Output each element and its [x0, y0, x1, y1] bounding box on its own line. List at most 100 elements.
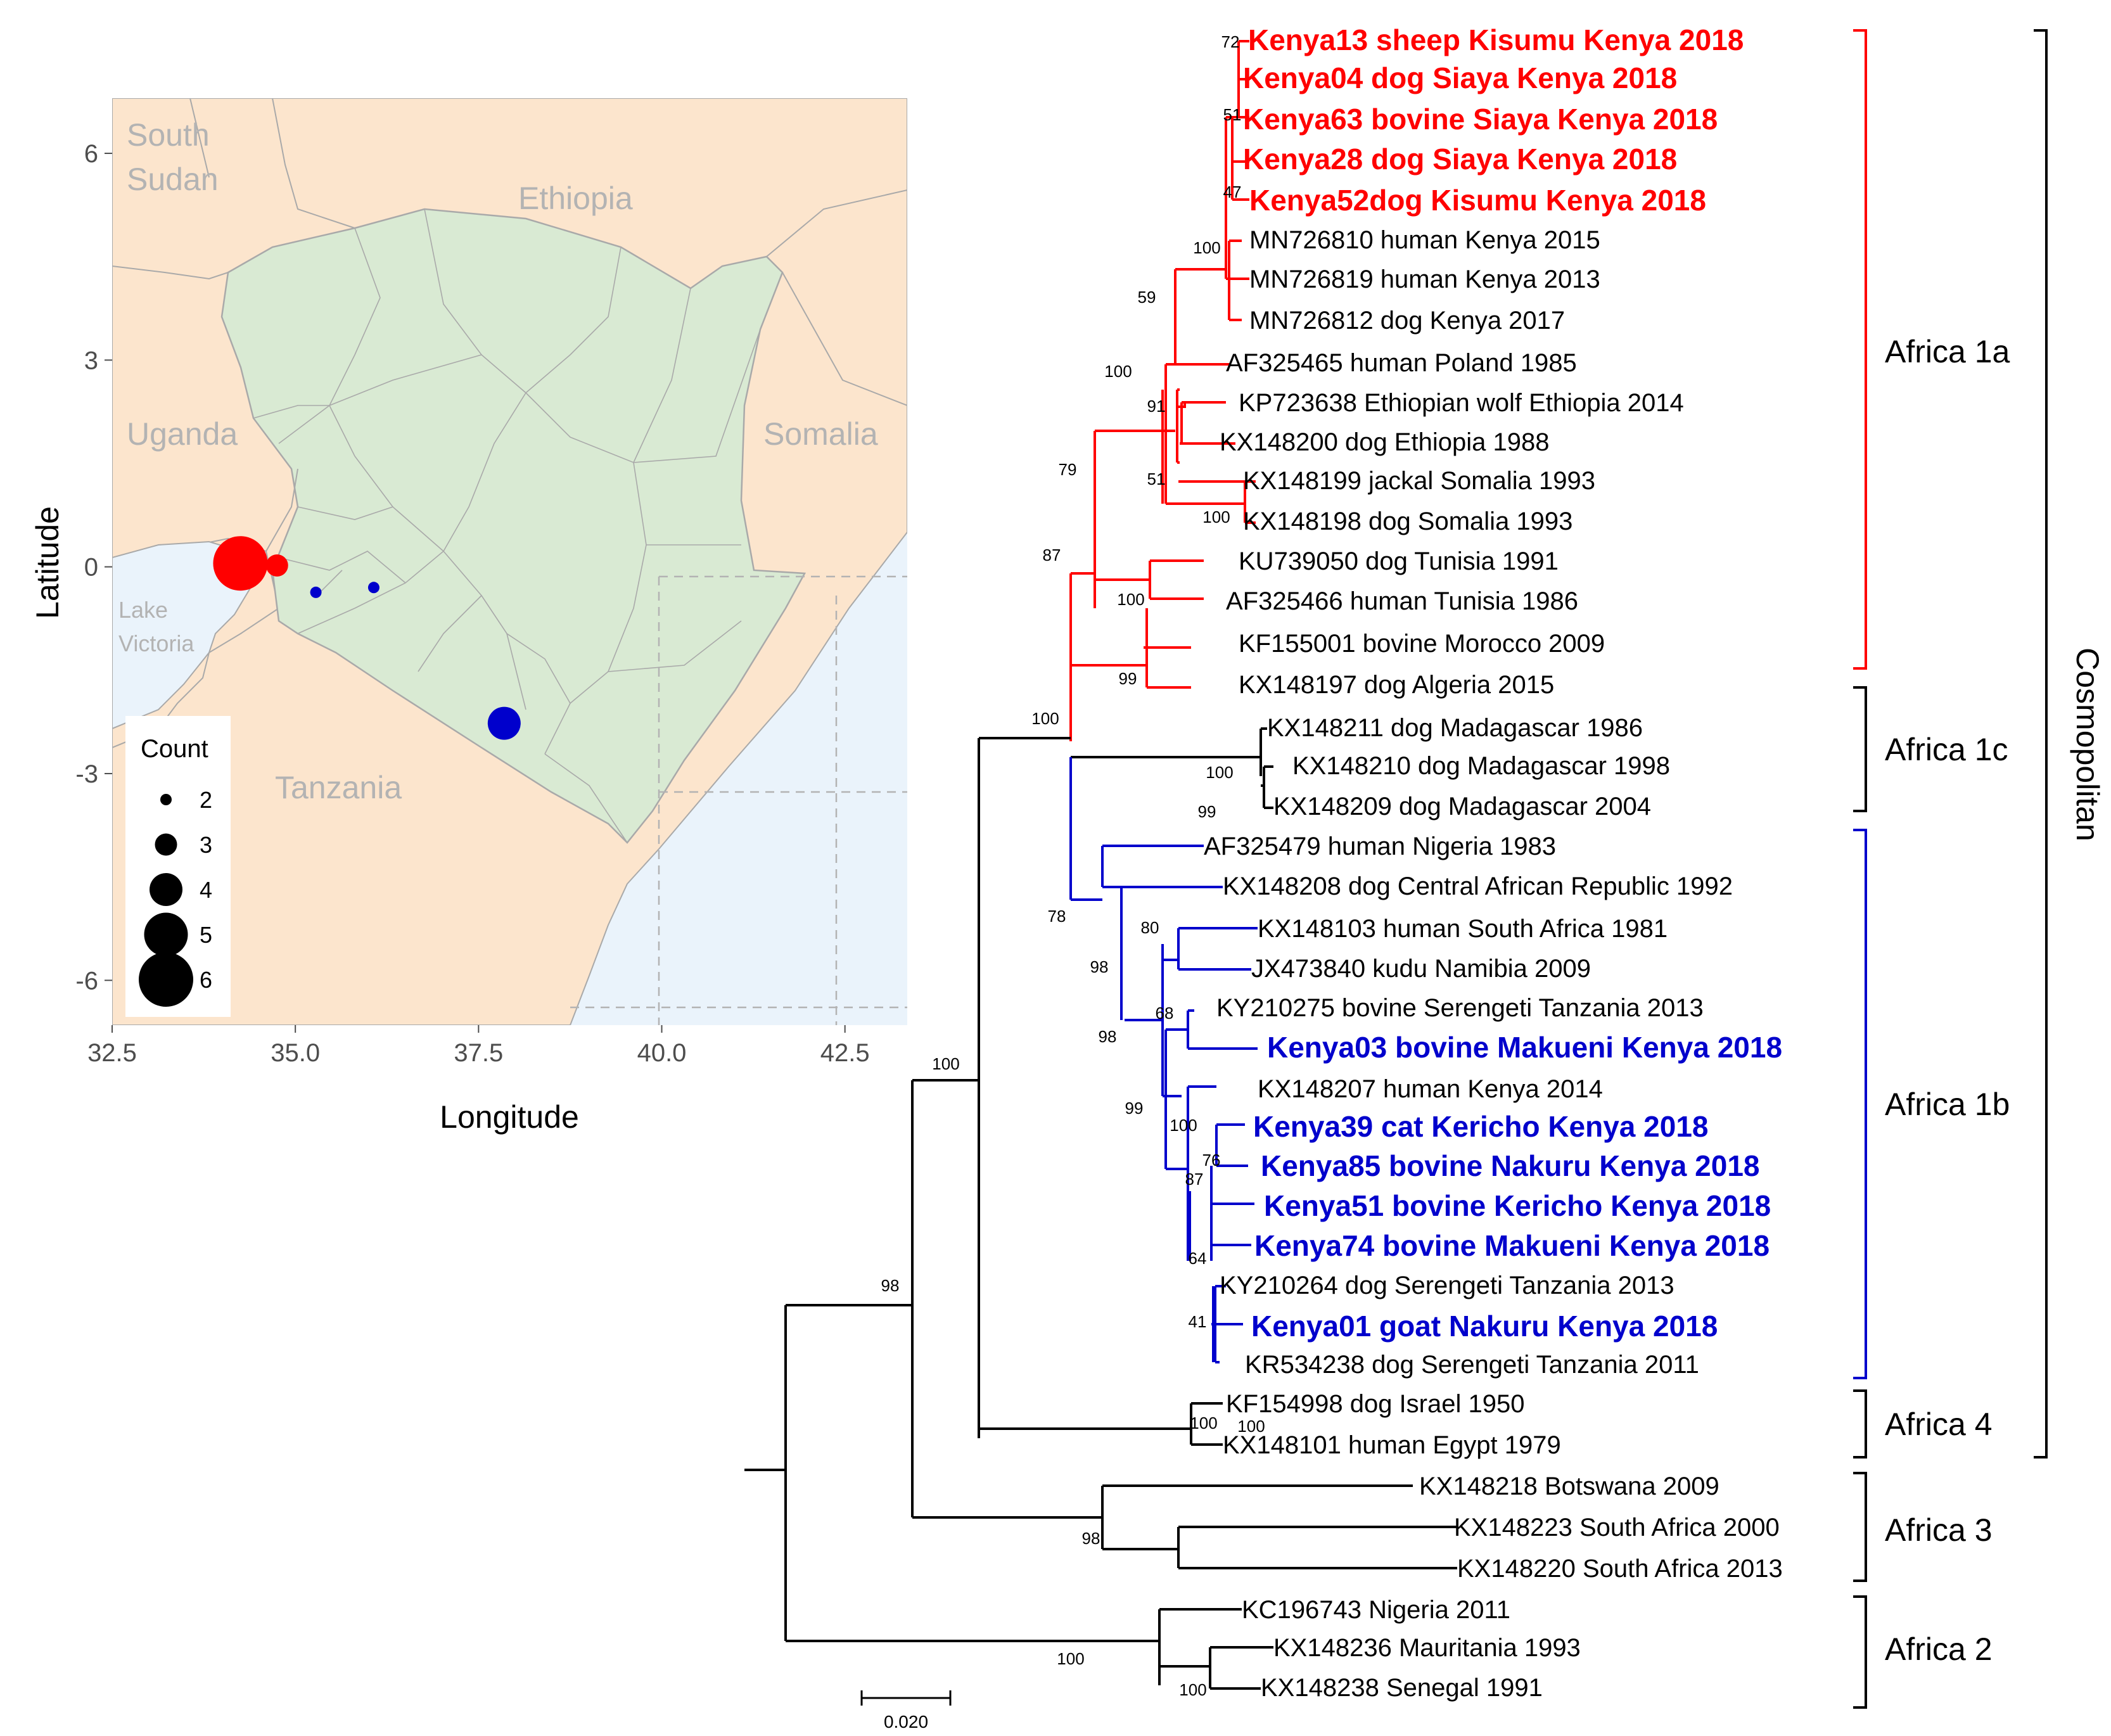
leaf-label-study-sample: Kenya01 goat Nakuru Kenya 2018 [1251, 1310, 1718, 1343]
branches-africa-1c [978, 727, 1273, 1438]
leaf-label-reference: KP723638 Ethiopian wolf Ethiopia 2014 [1239, 389, 1684, 417]
leaf-label-study-sample: Kenya13 sheep Kisumu Kenya 2018 [1248, 23, 1744, 56]
bootstrap-value: 51 [1147, 469, 1166, 488]
country-label-south-sudan-1: South [127, 117, 210, 153]
bootstrap-value: 99 [1125, 1099, 1144, 1118]
bootstrap-value: 98 [881, 1276, 900, 1295]
leaf-label-reference: KX148207 human Kenya 2014 [1258, 1075, 1603, 1103]
bootstrap-value: 72 [1221, 32, 1240, 51]
map-sample-point [367, 582, 379, 594]
leaf-label-reference: KX148211 dog Madagascar 1986 [1267, 714, 1643, 742]
map-sample-point [213, 536, 268, 591]
leaf-label-reference: KX148209 dog Madagascar 2004 [1273, 793, 1651, 820]
bootstrap-value: 100 [1117, 590, 1144, 609]
y-tick-label: -6 [75, 967, 98, 995]
legend-dot [139, 952, 193, 1007]
map-sample-point [487, 706, 521, 740]
bootstrap-value: 99 [1119, 669, 1137, 688]
y-tick-label: 6 [84, 140, 98, 168]
leaf-label-study-sample: Kenya03 bovine Makueni Kenya 2018 [1267, 1031, 1782, 1064]
bootstrap-value: 100 [1057, 1649, 1084, 1668]
legend-label: 2 [200, 787, 212, 813]
bootstrap-value: 100 [1170, 1116, 1197, 1135]
leaf-label-reference: KX148198 dog Somalia 1993 [1243, 507, 1572, 535]
legend-label: 3 [200, 832, 212, 858]
lake-victoria [112, 540, 255, 730]
clade-label-africa-1b: Africa 1b [1885, 1087, 2010, 1122]
bracket-africa-1a [1853, 29, 1867, 670]
bootstrap-value: 100 [1031, 709, 1059, 728]
leaf-label-study-sample: Kenya51 bovine Kericho Kenya 2018 [1264, 1189, 1771, 1222]
leaf-label-reference: KC196743 Nigeria 2011 [1242, 1596, 1510, 1624]
bracket-africa-2 [1853, 1595, 1867, 1709]
country-label-south-sudan-2: Sudan [127, 162, 219, 197]
leaf-label-reference: AF325479 human Nigeria 1983 [1204, 833, 1556, 860]
bracket-cosmopolitan [2034, 29, 2048, 1458]
tree-branches [744, 40, 1457, 1690]
bracket-africa-4 [1853, 1389, 1867, 1458]
x-tick-label: 42.5 [820, 1039, 870, 1067]
bootstrap-value: 79 [1059, 460, 1077, 479]
bootstrap-value: 98 [1082, 1529, 1100, 1548]
scale-bar-line [860, 1690, 952, 1706]
leaf-label-reference: KX148208 dog Central African Republic 19… [1223, 872, 1733, 900]
bootstrap-value: 98 [1090, 957, 1109, 976]
leaf-label-reference: KY210264 dog Serengeti Tanzania 2013 [1220, 1272, 1674, 1299]
country-label-tanzania: Tanzania [275, 770, 402, 805]
lake-label-2: Victoria [118, 630, 195, 656]
leaf-label-reference: KX148103 human South Africa 1981 [1258, 915, 1668, 943]
legend-dot [155, 833, 177, 856]
clade-label-africa-2: Africa 2 [1885, 1631, 1993, 1667]
leaf-label-reference: KU739050 dog Tunisia 1991 [1239, 547, 1559, 575]
leaf-label-reference: KX148238 Senegal 1991 [1261, 1674, 1543, 1702]
legend-title: Count [141, 735, 208, 763]
leaf-label-reference: KX148210 dog Madagascar 1998 [1292, 752, 1670, 780]
count-legend: Count 2 3 4 5 6 [125, 716, 231, 1017]
bracket-africa-1b [1853, 829, 1867, 1379]
bootstrap-value: 100 [1237, 1417, 1265, 1436]
branches-outer [744, 1079, 1457, 1690]
country-label-uganda: Uganda [127, 416, 238, 452]
leaf-label-study-sample: Kenya74 bovine Makueni Kenya 2018 [1254, 1229, 1770, 1262]
bootstrap-value: 98 [1099, 1027, 1117, 1046]
x-tick-label: 35.0 [271, 1039, 320, 1067]
clade-brackets [1853, 29, 2048, 1709]
leaf-label-reference: MN726812 dog Kenya 2017 [1249, 307, 1565, 335]
map-sample-point [265, 554, 288, 577]
branches-africa-1a [1069, 40, 1256, 741]
country-label-somalia: Somalia [763, 416, 878, 452]
leaf-label-study-sample: Kenya04 dog Siaya Kenya 2018 [1243, 61, 1677, 94]
leaf-label-reference: KX148220 South Africa 2013 [1457, 1555, 1783, 1583]
bootstrap-value: 99 [1198, 802, 1216, 821]
x-axis-title: Longitude [440, 1099, 579, 1135]
leaf-label-study-sample: Kenya28 dog Siaya Kenya 2018 [1243, 143, 1677, 176]
leaf-label-reference: KX148236 Mauritania 1993 [1273, 1634, 1581, 1662]
map-points [213, 536, 521, 740]
bootstrap-value: 100 [1190, 1414, 1217, 1433]
bootstrap-value: 91 [1147, 397, 1166, 416]
bootstrap-value: 80 [1141, 918, 1159, 937]
country-label-ethiopia: Ethiopia [518, 181, 633, 216]
leaf-label-study-sample: Kenya85 bovine Nakuru Kenya 2018 [1261, 1149, 1759, 1182]
maritime-boundaries [570, 575, 907, 1025]
leaf-label-study-sample: Kenya52dog Kisumu Kenya 2018 [1249, 184, 1706, 217]
bootstrap-value: 47 [1223, 182, 1242, 201]
leaf-label-reference: AF325465 human Poland 1985 [1226, 349, 1577, 377]
bootstrap-value: 68 [1156, 1004, 1174, 1023]
leaf-label-reference: AF325466 human Tunisia 1986 [1226, 587, 1578, 615]
bootstrap-value: 100 [932, 1054, 959, 1073]
leaf-label-reference: KX148218 Botswana 2009 [1419, 1472, 1719, 1500]
bracket-africa-3 [1853, 1472, 1867, 1582]
leaf-label-study-sample: Kenya39 cat Kericho Kenya 2018 [1253, 1110, 1709, 1143]
legend-dot [144, 912, 188, 957]
bootstrap-value: 87 [1185, 1170, 1204, 1189]
leaf-label-reference: KX148200 dog Ethiopia 1988 [1220, 428, 1549, 456]
leaf-label-reference: MN726810 human Kenya 2015 [1249, 226, 1600, 254]
leaf-label-reference: KX148101 human Egypt 1979 [1223, 1431, 1561, 1459]
clade-label-africa-3: Africa 3 [1885, 1512, 1993, 1548]
bootstrap-value: 51 [1223, 105, 1242, 124]
y-tick-label: 0 [84, 554, 98, 582]
leaf-label-reference: KF154998 dog Israel 1950 [1226, 1390, 1524, 1418]
bootstrap-value: 76 [1202, 1151, 1221, 1170]
